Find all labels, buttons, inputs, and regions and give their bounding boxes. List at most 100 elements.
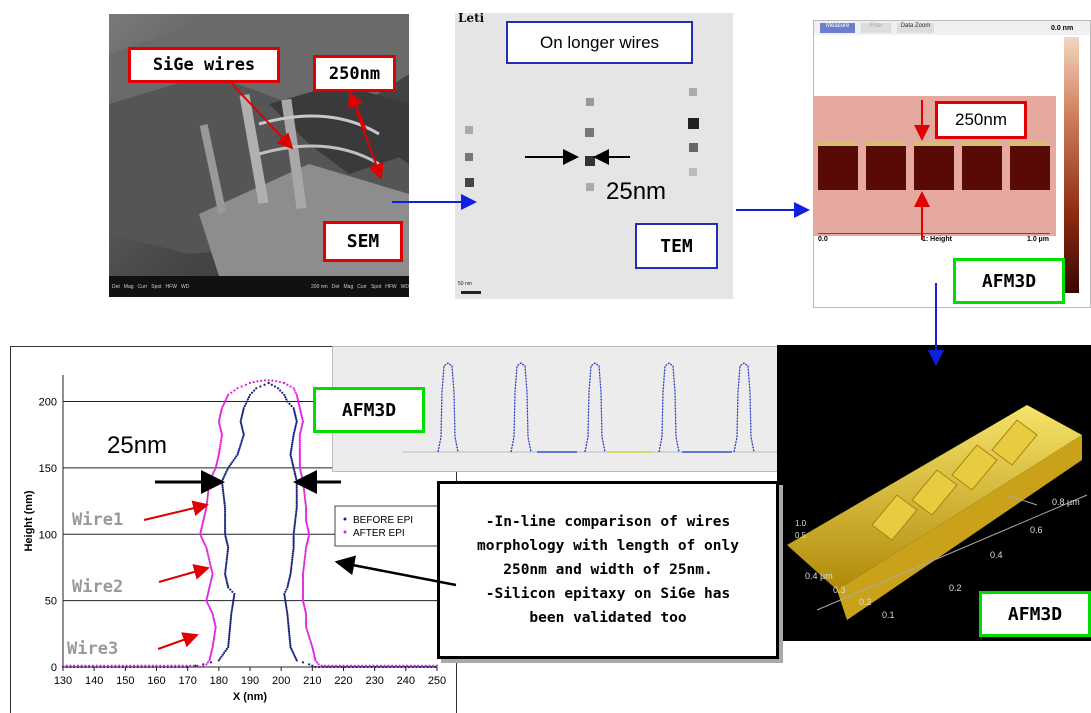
data-point bbox=[219, 443, 222, 446]
afm-wire-edge bbox=[866, 142, 906, 146]
x-tick-label: 250 bbox=[428, 675, 446, 687]
data-point bbox=[219, 410, 223, 414]
data-point bbox=[289, 645, 292, 649]
data-point bbox=[144, 664, 147, 667]
data-point bbox=[299, 429, 302, 433]
data-point bbox=[317, 663, 320, 666]
data-point bbox=[213, 468, 216, 471]
data-point bbox=[430, 665, 433, 669]
data-point bbox=[211, 572, 214, 576]
data-point bbox=[76, 664, 80, 667]
data-point bbox=[304, 552, 307, 555]
data-point bbox=[210, 476, 213, 479]
data-point bbox=[206, 494, 209, 497]
data-point bbox=[224, 399, 227, 402]
data-point bbox=[314, 665, 317, 669]
data-point bbox=[292, 538, 295, 542]
x-tick-label: 140 bbox=[85, 675, 103, 687]
sem-databar-cell: Spot bbox=[370, 283, 382, 290]
data-point bbox=[225, 397, 228, 400]
data-point bbox=[240, 426, 244, 429]
afm-filter-button[interactable]: Filter bbox=[861, 23, 891, 33]
data-point bbox=[253, 389, 256, 392]
data-point bbox=[217, 453, 220, 456]
afm-data-zoom-button[interactable]: Data Zoom bbox=[896, 23, 935, 33]
x-tick-label: 170 bbox=[178, 675, 196, 687]
data-point bbox=[301, 480, 305, 483]
data-point bbox=[273, 385, 277, 388]
data-point bbox=[298, 405, 301, 408]
x-tick-label: 240 bbox=[397, 675, 415, 687]
data-point bbox=[230, 608, 234, 612]
data-point bbox=[223, 512, 227, 515]
data-point bbox=[303, 562, 306, 565]
data-point bbox=[293, 412, 297, 415]
data-point bbox=[271, 379, 274, 382]
y-tick-label: 100 bbox=[39, 529, 57, 541]
data-point bbox=[286, 584, 289, 587]
data-point bbox=[310, 644, 313, 647]
data-point bbox=[417, 664, 420, 667]
data-point bbox=[207, 488, 210, 491]
data-point bbox=[243, 404, 246, 408]
data-point bbox=[293, 527, 296, 530]
data-point bbox=[285, 610, 289, 614]
data-point bbox=[203, 512, 207, 515]
data-point bbox=[305, 506, 308, 509]
data-point bbox=[298, 441, 301, 444]
data-point bbox=[211, 472, 215, 475]
data-point bbox=[295, 490, 298, 493]
data-point bbox=[298, 453, 301, 456]
data-point bbox=[359, 665, 362, 669]
data-point bbox=[428, 664, 431, 667]
sem-databar-cell: Mag bbox=[123, 283, 134, 290]
data-point bbox=[387, 664, 390, 667]
data-point bbox=[239, 422, 243, 425]
legend-marker bbox=[343, 517, 347, 521]
data-point bbox=[218, 418, 221, 421]
data-point bbox=[242, 407, 245, 410]
data-point bbox=[219, 657, 222, 660]
data-point bbox=[204, 510, 207, 513]
y-tick-label: 150 bbox=[39, 463, 57, 475]
data-point bbox=[299, 408, 302, 412]
data-point bbox=[136, 664, 139, 667]
data-point bbox=[206, 550, 209, 553]
data-point bbox=[225, 647, 228, 651]
data-point bbox=[290, 449, 293, 452]
x-tick-label: 230 bbox=[365, 675, 383, 687]
data-point bbox=[240, 414, 244, 417]
data-point bbox=[211, 574, 214, 578]
data-point bbox=[290, 457, 293, 460]
data-point bbox=[289, 572, 292, 576]
data-point bbox=[311, 645, 314, 649]
data-point bbox=[301, 661, 305, 664]
data-point bbox=[209, 562, 212, 565]
data-point bbox=[205, 548, 208, 551]
data-point bbox=[223, 518, 227, 522]
data-point bbox=[200, 525, 204, 528]
data-point bbox=[248, 393, 252, 397]
afm3d-axis-label: 0.2 bbox=[859, 597, 872, 607]
data-point bbox=[228, 634, 231, 637]
data-point bbox=[294, 657, 297, 660]
data-point bbox=[217, 455, 220, 458]
afm-measure-button[interactable]: Measure bbox=[820, 23, 856, 33]
data-point bbox=[201, 523, 204, 526]
data-point bbox=[207, 591, 210, 595]
data-point bbox=[220, 655, 223, 658]
data-point bbox=[305, 516, 308, 519]
data-point bbox=[351, 665, 354, 669]
data-point bbox=[286, 383, 289, 386]
wire1-label: Wire1 bbox=[72, 510, 124, 530]
data-point bbox=[301, 478, 304, 481]
data-point bbox=[293, 427, 297, 431]
data-point bbox=[327, 664, 330, 667]
data-point bbox=[298, 443, 301, 446]
data-point bbox=[295, 498, 298, 501]
data-point bbox=[208, 584, 212, 587]
data-point bbox=[242, 408, 245, 412]
data-point bbox=[202, 664, 205, 667]
data-point bbox=[247, 396, 251, 399]
data-point bbox=[300, 474, 303, 477]
